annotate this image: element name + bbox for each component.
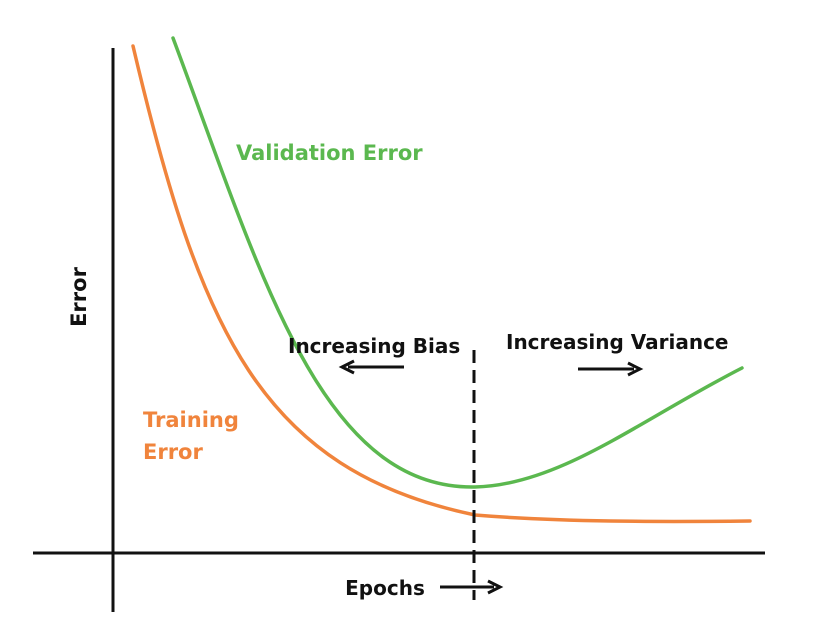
arrow-left-icon	[338, 359, 404, 375]
x-axis-label: Epochs	[345, 576, 425, 600]
training-error-curve	[131, 44, 752, 524]
increasing-variance-label: Increasing Variance	[506, 330, 729, 354]
y-axis-label: Error	[67, 266, 91, 326]
arrow-right-icon	[578, 361, 644, 377]
training-error-label-line1: Training	[143, 408, 239, 432]
training-error-label-line2: Error	[143, 440, 203, 464]
validation-error-curve	[171, 36, 744, 489]
validation-error-label: Validation Error	[236, 141, 423, 165]
increasing-bias-label: Increasing Bias	[288, 334, 460, 358]
epochs-arrow-icon	[440, 579, 504, 595]
